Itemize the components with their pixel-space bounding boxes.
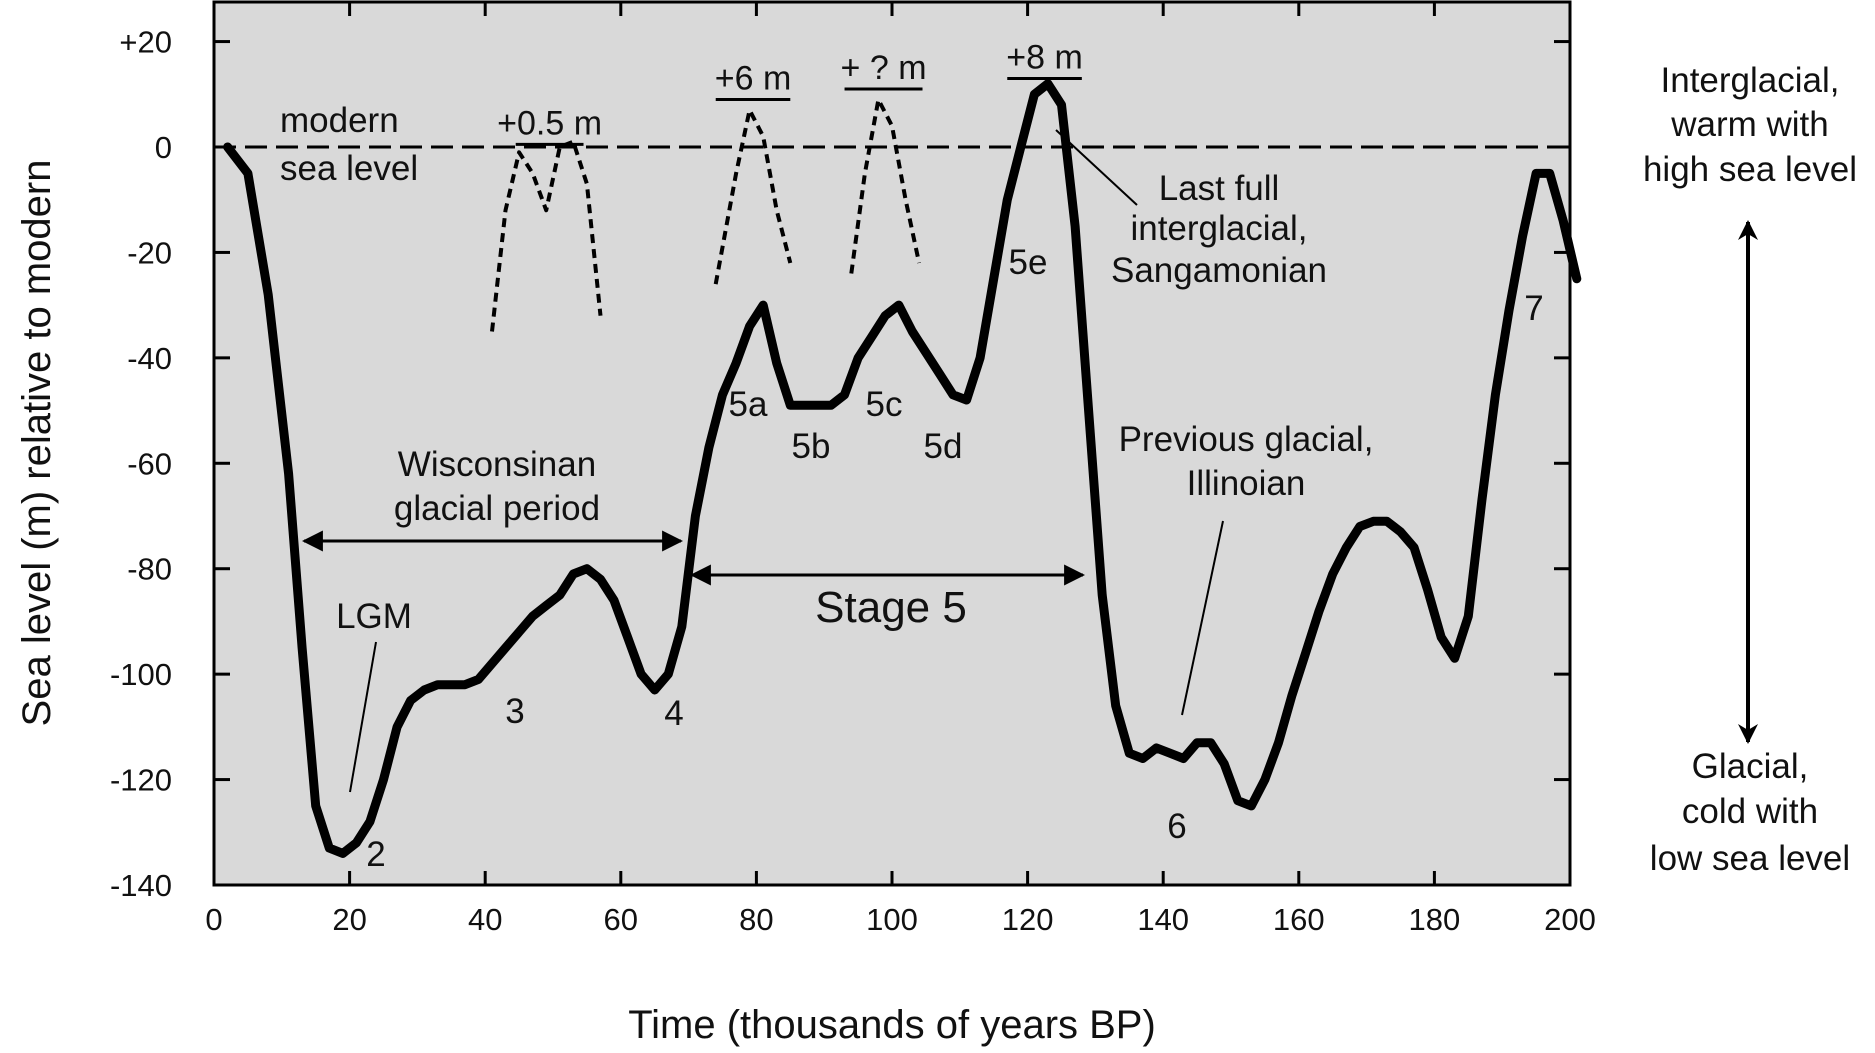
stage-label-7: 7 xyxy=(1524,289,1543,328)
interglacial-label-line3: high sea level xyxy=(1643,150,1857,189)
stage-label-6: 6 xyxy=(1167,807,1186,846)
highstand-dashed-line xyxy=(713,108,793,285)
stage-label-5a: 5a xyxy=(729,385,768,424)
interglacial-label-line2: warm with xyxy=(1670,105,1829,144)
x-tick-label: 40 xyxy=(468,902,502,937)
modern-label-line1: modern xyxy=(280,101,399,140)
y-tick-label: -20 xyxy=(127,235,172,270)
highstand-label: +6 m xyxy=(715,60,792,98)
x-tick-label: 60 xyxy=(604,902,638,937)
plot-area xyxy=(212,0,1572,887)
wisconsin-label-line2: glacial period xyxy=(394,489,600,528)
previous-leader-line xyxy=(1181,520,1224,716)
series-layer xyxy=(223,79,1582,858)
x-tick-label: 80 xyxy=(739,902,773,937)
wisconsin-label-line1: Wisconsinan xyxy=(398,445,596,484)
stage-label-5b: 5b xyxy=(792,427,831,466)
y-axis-title: Sea level (m) relative to modern xyxy=(15,160,59,727)
glacial-label-line1: Glacial, xyxy=(1692,747,1809,786)
last-full-label-line3: Sangamonian xyxy=(1111,251,1327,290)
stage-label-2: 2 xyxy=(366,835,385,874)
highstand-dashed-line xyxy=(490,139,603,332)
highstand-label: +8 m xyxy=(1006,38,1083,76)
axis-ticks xyxy=(212,2,1572,887)
x-tick-label: 140 xyxy=(1137,902,1189,937)
highstand-label: +0.5 m xyxy=(497,104,602,142)
highstand-label: + ? m xyxy=(841,49,927,87)
stage-label-4: 4 xyxy=(664,694,683,733)
sea-level-series-line xyxy=(223,79,1582,858)
x-tick-label: 100 xyxy=(866,902,918,937)
stage-label-5e: 5e xyxy=(1009,243,1048,282)
x-tick-label: 0 xyxy=(205,902,222,937)
y-tick-label: -40 xyxy=(127,341,172,376)
x-tick-label: 200 xyxy=(1544,902,1596,937)
x-tick-label: 180 xyxy=(1409,902,1461,937)
stage-label-5d: 5d xyxy=(924,427,963,466)
interglacial-label-line1: Interglacial, xyxy=(1661,61,1840,100)
x-tick-label: 120 xyxy=(1002,902,1054,937)
stage5-label: Stage 5 xyxy=(815,583,967,632)
y-tick-label: -120 xyxy=(110,763,172,798)
y-tick-label: -140 xyxy=(110,868,172,903)
x-tick-label: 20 xyxy=(332,902,366,937)
last-full-label-line1: Last full xyxy=(1159,169,1280,208)
axis-tick-labels: 0 20 40 60 80 100 120 140 160 180 200 +20 0 -20 -40 -60… xyxy=(110,25,1596,937)
highstand-dashed-line xyxy=(849,97,922,274)
stage-label-3: 3 xyxy=(505,692,524,731)
stage-label-5c: 5c xyxy=(866,385,903,424)
x-tick-label: 160 xyxy=(1273,902,1325,937)
highstand-bars: +0.5 m +6 m + ? m +8 m xyxy=(497,38,1083,146)
glacial-label-line3: low sea level xyxy=(1650,839,1850,878)
modern-label-line2: sea level xyxy=(280,149,418,188)
x-axis-title: Time (thousands of years BP) xyxy=(628,1003,1156,1047)
last-full-leader-line xyxy=(1055,129,1138,206)
y-tick-label: -80 xyxy=(127,552,172,587)
last-full-label-line2: interglacial, xyxy=(1130,209,1307,248)
y-tick-label: +20 xyxy=(119,25,172,60)
y-tick-label: 0 xyxy=(155,130,172,165)
previous-label-line2: Illinoian xyxy=(1187,464,1306,503)
previous-label-line1: Previous glacial, xyxy=(1119,420,1374,459)
lgm-leader-line xyxy=(349,641,377,793)
y-tick-label: -100 xyxy=(110,657,172,692)
y-tick-label: -60 xyxy=(127,446,172,481)
glacial-label-line2: cold with xyxy=(1682,792,1818,831)
lgm-label: LGM xyxy=(336,597,412,636)
